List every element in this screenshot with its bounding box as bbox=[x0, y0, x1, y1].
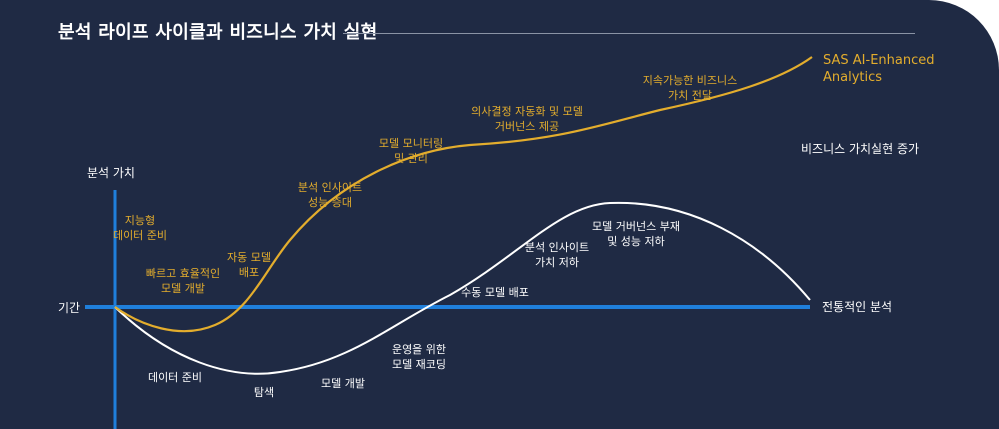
y-axis-label: 분석 가치 bbox=[87, 166, 135, 180]
traditional-stage-label: 탐색 bbox=[254, 385, 274, 400]
page-title: 분석 라이프 사이클과 비즈니스 가치 실현 bbox=[58, 22, 378, 43]
sas-series-name-line1: SAS AI-Enhanced bbox=[823, 53, 935, 68]
stage-line1: 지능형 bbox=[124, 214, 156, 227]
sas-series-label: SAS AI-Enhanced Analytics bbox=[823, 52, 934, 86]
stage-line2: 가치 저하 bbox=[535, 256, 579, 269]
stage-line1: 데이터 준비 bbox=[147, 371, 203, 384]
traditional-stage-label: 운영을 위한 모델 재코딩 bbox=[392, 342, 446, 372]
stage-line1: 빠르고 효율적인 bbox=[145, 267, 221, 280]
sas-curve bbox=[114, 56, 813, 333]
traditional-stage-label: 분석 인사이트 가치 저하 bbox=[525, 240, 589, 270]
stage-line2: 성능 증대 bbox=[308, 196, 352, 209]
stage-line1: 자동 모델 bbox=[227, 251, 271, 264]
sas-stage-label: 지속가능한 비즈니스 가치 전달 bbox=[643, 73, 738, 103]
traditional-stage-label: 모델 개발 bbox=[321, 376, 365, 391]
sas-stage-label: 의사결정 자동화 및 모델 거버넌스 제공 bbox=[471, 104, 583, 134]
stage-line2: 배포 bbox=[238, 266, 260, 279]
sas-stage-label: 모델 모니터링 및 관리 bbox=[379, 136, 443, 166]
stage-line1: 분석 인사이트 bbox=[297, 181, 363, 194]
traditional-series-label: 전통적인 분석 bbox=[822, 300, 893, 314]
stage-line2: 모델 개발 bbox=[161, 282, 205, 295]
sas-stage-label: 분석 인사이트 성능 증대 bbox=[298, 180, 362, 210]
stage-line1: 운영을 위한 bbox=[391, 343, 447, 356]
stage-line1: 지속가능한 비즈니스 bbox=[642, 74, 738, 87]
stage-line1: 분석 인사이트 bbox=[524, 241, 590, 254]
stage-line1: 모델 거버넌스 부재 bbox=[592, 220, 680, 233]
stage-line1: 수동 모델 배포 bbox=[461, 286, 529, 299]
x-axis-label: 기간 bbox=[58, 301, 81, 315]
stage-line2: 거버넌스 제공 bbox=[494, 120, 560, 133]
stage-line1: 의사결정 자동화 및 모델 bbox=[471, 105, 583, 118]
traditional-curve bbox=[114, 201, 811, 375]
stage-line2: 모델 재코딩 bbox=[391, 358, 447, 371]
stage-line2: 데이터 준비 bbox=[112, 229, 168, 242]
sas-stage-label: 자동 모델 배포 bbox=[227, 250, 271, 280]
stage-line2: 및 성능 저하 bbox=[607, 235, 665, 248]
sas-stage-label: 지능형 데이터 준비 bbox=[113, 213, 167, 243]
stage-line1: 모델 개발 bbox=[321, 377, 365, 390]
sas-stage-label: 빠르고 효율적인 모델 개발 bbox=[146, 266, 220, 296]
traditional-stage-label: 모델 거버넌스 부재 및 성능 저하 bbox=[592, 219, 680, 249]
traditional-stage-label: 수동 모델 배포 bbox=[461, 285, 529, 300]
sas-series-name-line2: Analytics bbox=[823, 70, 883, 85]
sas-series-note: 비즈니스 가치실현 증가 bbox=[801, 142, 920, 156]
title-rule bbox=[343, 33, 915, 34]
stage-line1: 탐색 bbox=[253, 386, 275, 399]
stage-line2: 및 관리 bbox=[394, 152, 428, 165]
stage-line1: 모델 모니터링 bbox=[378, 137, 444, 150]
traditional-stage-label: 데이터 준비 bbox=[148, 370, 202, 385]
stage-line2: 가치 전달 bbox=[668, 89, 712, 102]
